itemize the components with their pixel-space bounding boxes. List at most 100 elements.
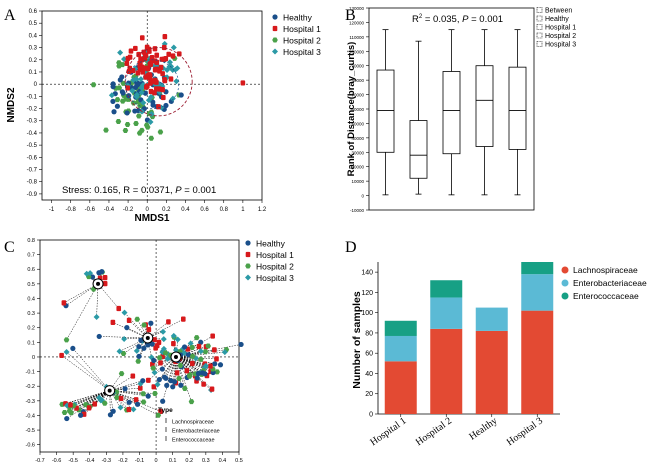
panel-c-link [109, 380, 143, 391]
panel-c-point [202, 362, 209, 369]
panel-c-ytick-label: -0.1 [26, 370, 35, 376]
panel-c-ytick-label: 0.8 [27, 238, 35, 244]
panel-b-ytick-label: 60000 [351, 107, 364, 112]
panel-c-point [107, 412, 114, 418]
panel-c-point [135, 358, 142, 364]
panel-a-point [145, 66, 151, 72]
panel-c-point [110, 408, 116, 414]
panel-a-point [162, 78, 168, 84]
panel-c-point [212, 347, 217, 353]
panel-c-point [146, 327, 152, 333]
panel-d-xtick-label: Hospital 2 [414, 415, 454, 448]
panel-a-point [160, 86, 165, 93]
panel-c-point [158, 408, 163, 414]
panel-c-point [96, 333, 102, 340]
panel-a-point [152, 79, 157, 85]
panel-label-a: A [4, 7, 16, 24]
panel-c-link [154, 356, 177, 373]
panel-c-link [76, 390, 110, 409]
panel-a-point [150, 99, 156, 105]
panel-a-point [136, 113, 142, 119]
panel-a-ytick-label: -0.9 [27, 192, 38, 198]
panel-d-ytick-label: 40 [365, 371, 373, 378]
panel-c-type-label: Enterococcaceae [172, 438, 215, 444]
panel-a-xtick-label: -0.4 [104, 207, 115, 213]
panel-c-point [156, 355, 163, 361]
panel-c-point [146, 377, 151, 383]
panel-a-point [160, 94, 166, 101]
panel-c-link [175, 335, 213, 358]
panel-c-point [114, 394, 120, 400]
panel-c-xtick-label: -0.2 [118, 458, 127, 464]
panel-c-link [109, 390, 134, 410]
panel-a-point [124, 110, 130, 116]
panel-a-ytick-label: -0.1 [27, 94, 38, 100]
panel-c-point [126, 406, 132, 413]
panel-b-legend-label: Healthy [545, 16, 569, 23]
panel-c-point [176, 375, 182, 381]
panel-c-link [109, 390, 159, 416]
panel-c-point [126, 317, 132, 323]
panel-a-point [110, 98, 116, 104]
panel-c-point [145, 393, 151, 399]
panel-c-point [181, 316, 186, 322]
panel-d-legend: Lachnospiraceae Enterobacteriaceae Enteroc… [561, 265, 647, 301]
panel-a-xtick-label: -1 [49, 207, 55, 213]
panel-b-legend-swatch [536, 15, 543, 22]
panel-a-ellipse-healthy [124, 59, 180, 109]
panel-c-point [118, 395, 124, 402]
panel-a-ytick-label: -0.5 [27, 143, 38, 149]
panel-a-legend-label-2: Hospital 2 [283, 36, 321, 46]
panel-c-ytick-label: 0.7 [27, 253, 35, 259]
panel-c-link [101, 390, 110, 401]
panel-c-point [149, 341, 155, 347]
panel-d-xtick-label: Hospital 3 [505, 415, 545, 448]
panel-b-ytick-label: 100000 [349, 49, 365, 54]
panel-c-point [102, 281, 108, 287]
panel-c-point [189, 345, 196, 351]
panel-c-point [101, 400, 108, 406]
panel-a-xtick-label: 0.6 [200, 207, 209, 213]
panel-a-point [135, 70, 141, 76]
panel-c-point [158, 360, 163, 366]
panel-c-link [109, 387, 141, 391]
panel-label-b: B [345, 7, 356, 24]
panel-d-legend-marker [561, 266, 569, 274]
panel-c-type-label: Enterobacteriaceae [172, 429, 220, 435]
panel-a-point [128, 48, 134, 54]
panel-b-stats-r: R [412, 14, 419, 25]
panel-c-point [93, 314, 100, 321]
panel-b-ytick-label: 110000 [349, 35, 364, 40]
panel-c-point [194, 375, 200, 381]
panel-d-ytick-label: 60 [365, 351, 373, 358]
panel-b-legend-swatch [536, 41, 543, 47]
panel-b-stats-p: P [462, 14, 469, 25]
panel-c-link [66, 390, 110, 406]
panel-a-point [140, 69, 146, 75]
panel-c-link [72, 348, 110, 391]
panel-a-point [120, 90, 126, 96]
panel-a-point [166, 51, 172, 57]
panel-a-point [173, 78, 180, 85]
panel-a-point [114, 97, 121, 103]
panel-c-point [151, 357, 157, 364]
panel-b-boxplot: -10000 0 10000 20000 30000 40000 50000 60000 700… [346, 6, 576, 213]
panel-c-point [166, 319, 171, 325]
panel-b-stats-sup: 2 [419, 14, 423, 20]
panel-c-centroid-dot [145, 335, 150, 340]
panel-d-bar-enterobacteriaceae [430, 297, 463, 329]
panel-c-point [160, 398, 166, 404]
panel-c-point [118, 371, 125, 377]
panel-c-point [196, 343, 202, 350]
panel-c-point [61, 300, 67, 306]
panel-a-point [111, 109, 117, 115]
panel-c-xtick-label: -0.5 [68, 458, 77, 464]
panel-d-bar-enterobacteriaceae [521, 274, 554, 311]
panel-a-point [120, 80, 127, 86]
panel-c-legend-label-3: Hospital 3 [256, 273, 294, 283]
panel-c-point [121, 335, 128, 342]
panel-a-point [124, 60, 130, 66]
panel-c-ytick-label: -0.2 [26, 384, 35, 390]
panel-c-point [89, 274, 96, 280]
